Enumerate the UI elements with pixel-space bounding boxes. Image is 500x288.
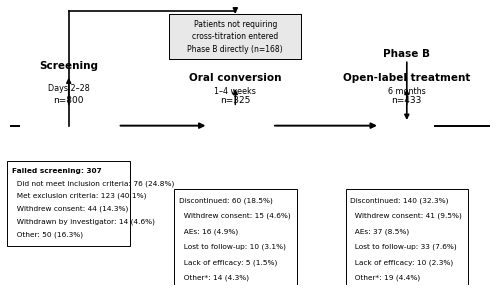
Text: Withdrawn by investigator: 14 (4.6%): Withdrawn by investigator: 14 (4.6%) xyxy=(12,219,156,225)
FancyBboxPatch shape xyxy=(8,161,130,246)
Text: Oral conversion: Oral conversion xyxy=(189,73,282,84)
FancyBboxPatch shape xyxy=(174,189,296,288)
Text: Lost to follow-up: 10 (3.1%): Lost to follow-up: 10 (3.1%) xyxy=(179,244,286,250)
Text: n=800: n=800 xyxy=(54,96,84,105)
Text: Withdrew consent: 41 (9.5%): Withdrew consent: 41 (9.5%) xyxy=(350,213,463,219)
Text: 1–4 weeks: 1–4 weeks xyxy=(214,87,256,96)
Text: Did not meet inclusion criteria: 76 (24.8%): Did not meet inclusion criteria: 76 (24.… xyxy=(12,180,174,187)
Text: Lost to follow-up: 33 (7.6%): Lost to follow-up: 33 (7.6%) xyxy=(350,244,457,250)
Text: Lack of efficacy: 5 (1.5%): Lack of efficacy: 5 (1.5%) xyxy=(179,259,278,266)
FancyBboxPatch shape xyxy=(346,189,468,288)
Text: Other: 50 (16.3%): Other: 50 (16.3%) xyxy=(12,232,84,238)
Text: 6 months: 6 months xyxy=(388,87,426,96)
Text: Discontinued: 60 (18.5%): Discontinued: 60 (18.5%) xyxy=(179,198,273,204)
Text: Withdrew consent: 15 (4.6%): Withdrew consent: 15 (4.6%) xyxy=(179,213,290,219)
FancyBboxPatch shape xyxy=(169,14,302,59)
Text: Met exclusion criteria: 123 (40.1%): Met exclusion criteria: 123 (40.1%) xyxy=(12,193,147,200)
Text: Open-label treatment: Open-label treatment xyxy=(343,73,470,84)
Text: AEs: 37 (8.5%): AEs: 37 (8.5%) xyxy=(350,228,410,235)
Text: Phase B: Phase B xyxy=(384,49,430,59)
Text: Discontinued: 140 (32.3%): Discontinued: 140 (32.3%) xyxy=(350,198,449,204)
Text: n=325: n=325 xyxy=(220,96,250,105)
Text: Other*: 14 (4.3%): Other*: 14 (4.3%) xyxy=(179,274,249,281)
Text: Screening: Screening xyxy=(39,61,98,71)
Text: Phase A: Phase A xyxy=(212,49,259,59)
Text: n=433: n=433 xyxy=(392,96,422,105)
Text: AEs: 16 (4.9%): AEs: 16 (4.9%) xyxy=(179,228,238,235)
Text: Lack of efficacy: 10 (2.3%): Lack of efficacy: 10 (2.3%) xyxy=(350,259,454,266)
Text: Failed screening: 307: Failed screening: 307 xyxy=(12,168,102,174)
Text: Withdrew consent: 44 (14.3%): Withdrew consent: 44 (14.3%) xyxy=(12,206,128,212)
Text: Other*: 19 (4.4%): Other*: 19 (4.4%) xyxy=(350,274,420,281)
Text: Patients not requiring
cross-titration entered
Phase B directly (n=168): Patients not requiring cross-titration e… xyxy=(188,20,283,54)
Text: Days 2–28: Days 2–28 xyxy=(48,84,90,94)
Text: Patients not requiring
cross-titration entered
Phase B directly (n=168): Patients not requiring cross-titration e… xyxy=(188,20,283,54)
FancyBboxPatch shape xyxy=(169,14,302,59)
